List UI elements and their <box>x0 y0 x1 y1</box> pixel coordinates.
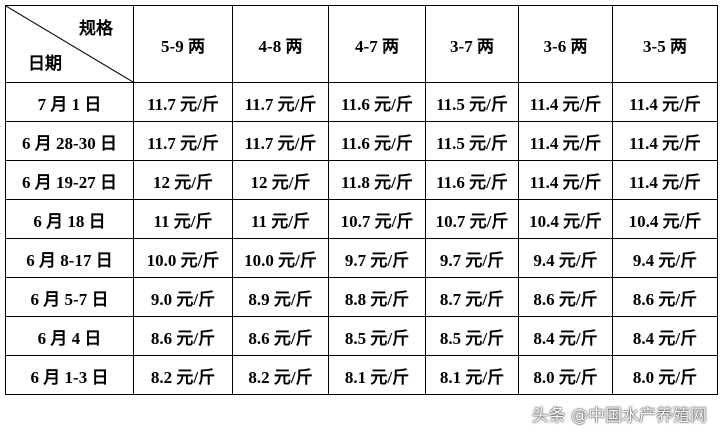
price-cell: 8.2 元/斤 <box>133 355 233 395</box>
date-cell: 6 月 28-30 日 <box>5 121 134 161</box>
price-cell: 8.6 元/斤 <box>612 277 718 317</box>
price-cell: 11.5 元/斤 <box>425 121 519 161</box>
price-cell: 11 元/斤 <box>133 199 233 239</box>
watermark: 头条 @中国水产养殖网 <box>531 406 707 426</box>
table-row: 6 月 4 日 8.6 元/斤 8.6 元/斤 8.5 元/斤 8.5 元/斤 8.4 元… <box>5 316 718 356</box>
column-header: 3-6 两 <box>518 5 613 83</box>
price-cell: 8.9 元/斤 <box>232 277 329 317</box>
price-cell: 9.4 元/斤 <box>518 238 613 278</box>
date-cell: 7 月 1 日 <box>5 82 134 122</box>
price-cell: 8.0 元/斤 <box>612 355 718 395</box>
diagonal-line <box>6 6 133 82</box>
price-cell: 11.7 元/斤 <box>133 82 233 122</box>
price-cell: 8.5 元/斤 <box>328 316 426 356</box>
table-row: 7 月 1 日 11.7 元/斤 11.7 元/斤 11.6 元/斤 11.5 元/斤 1… <box>5 82 718 122</box>
price-cell: 11.6 元/斤 <box>328 121 426 161</box>
price-cell: 8.1 元/斤 <box>425 355 519 395</box>
column-header: 3-5 两 <box>612 5 718 83</box>
price-cell: 8.1 元/斤 <box>328 355 426 395</box>
price-cell: 11 元/斤 <box>232 199 329 239</box>
price-cell: 9.7 元/斤 <box>425 238 519 278</box>
price-cell: 10.0 元/斤 <box>232 238 329 278</box>
price-table: 规格 日期 5-9 两 4-8 两 4-7 两 3-7 两 3-6 两 3-5 … <box>5 5 718 395</box>
price-cell: 11.4 元/斤 <box>518 82 613 122</box>
table-row: 6 月 5-7 日 9.0 元/斤 8.9 元/斤 8.8 元/斤 8.7 元/斤 8.6… <box>5 277 718 317</box>
table-row: 6 月 1-3 日 8.2 元/斤 8.2 元/斤 8.1 元/斤 8.1 元/斤 8.0… <box>5 355 718 395</box>
price-cell: 12 元/斤 <box>232 160 329 200</box>
price-cell: 11.8 元/斤 <box>328 160 426 200</box>
price-cell: 10.7 元/斤 <box>328 199 426 239</box>
table-row: 6 月 28-30 日 11.7 元/斤 11.7 元/斤 11.6 元/斤 11.5 … <box>5 121 718 161</box>
column-header: 5-9 两 <box>133 5 233 83</box>
table-row: 6 月 18 日 11 元/斤 11 元/斤 10.7 元/斤 10.7 元/斤 10.4… <box>5 199 718 239</box>
price-cell: 12 元/斤 <box>133 160 233 200</box>
price-cell: 8.8 元/斤 <box>328 277 426 317</box>
price-cell: 11.4 元/斤 <box>612 160 718 200</box>
price-cell: 8.6 元/斤 <box>133 316 233 356</box>
date-cell: 6 月 18 日 <box>5 199 134 239</box>
price-cell: 11.4 元/斤 <box>612 121 718 161</box>
price-cell: 11.7 元/斤 <box>232 121 329 161</box>
price-cell: 10.7 元/斤 <box>425 199 519 239</box>
column-header: 3-7 两 <box>425 5 519 83</box>
corner-header-cell: 规格 日期 <box>5 5 134 83</box>
price-cell: 11.4 元/斤 <box>518 160 613 200</box>
price-cell: 8.6 元/斤 <box>232 316 329 356</box>
price-cell: 9.7 元/斤 <box>328 238 426 278</box>
price-cell: 8.2 元/斤 <box>232 355 329 395</box>
price-cell: 8.0 元/斤 <box>518 355 613 395</box>
price-cell: 8.4 元/斤 <box>612 316 718 356</box>
price-cell: 11.4 元/斤 <box>612 82 718 122</box>
table-row: 6 月 8-17 日 10.0 元/斤 10.0 元/斤 9.7 元/斤 9.7 元/斤… <box>5 238 718 278</box>
price-cell: 8.4 元/斤 <box>518 316 613 356</box>
date-cell: 6 月 4 日 <box>5 316 134 356</box>
column-header: 4-7 两 <box>328 5 426 83</box>
price-cell: 11.6 元/斤 <box>328 82 426 122</box>
date-label: 日期 <box>28 54 62 73</box>
price-cell: 11.7 元/斤 <box>133 121 233 161</box>
header-row: 规格 日期 5-9 两 4-8 两 4-7 两 3-7 两 3-6 两 3-5 … <box>5 5 718 83</box>
price-cell: 10.0 元/斤 <box>133 238 233 278</box>
price-cell: 10.4 元/斤 <box>612 199 718 239</box>
price-cell: 10.4 元/斤 <box>518 199 613 239</box>
price-cell: 11.4 元/斤 <box>518 121 613 161</box>
date-cell: 6 月 19-27 日 <box>5 160 134 200</box>
column-header: 4-8 两 <box>232 5 329 83</box>
price-cell: 8.6 元/斤 <box>518 277 613 317</box>
date-cell: 6 月 5-7 日 <box>5 277 134 317</box>
price-cell: 8.5 元/斤 <box>425 316 519 356</box>
price-cell: 9.0 元/斤 <box>133 277 233 317</box>
spec-label: 规格 <box>79 19 113 38</box>
price-cell: 11.5 元/斤 <box>425 82 519 122</box>
table-row: 6 月 19-27 日 12 元/斤 12 元/斤 11.8 元/斤 11.6 元/斤 1… <box>5 160 718 200</box>
date-cell: 6 月 1-3 日 <box>5 355 134 395</box>
price-cell: 9.4 元/斤 <box>612 238 718 278</box>
date-cell: 6 月 8-17 日 <box>5 238 134 278</box>
price-cell: 11.6 元/斤 <box>425 160 519 200</box>
price-cell: 8.7 元/斤 <box>425 277 519 317</box>
price-cell: 11.7 元/斤 <box>232 82 329 122</box>
